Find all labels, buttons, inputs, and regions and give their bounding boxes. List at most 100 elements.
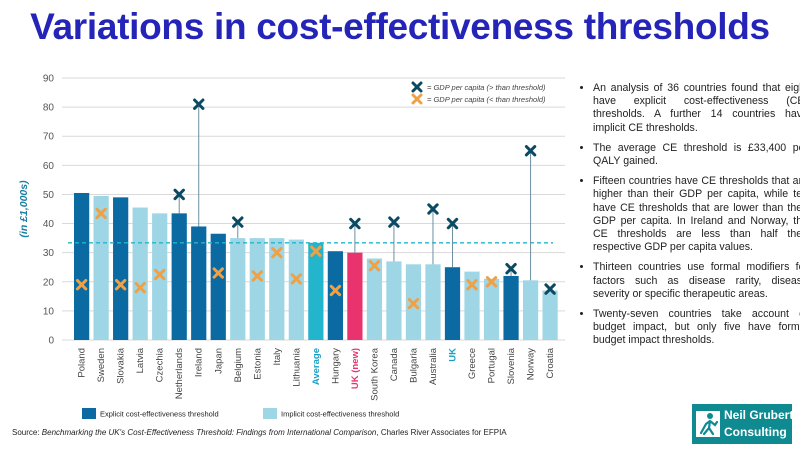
gdp-below-marker	[134, 281, 146, 294]
legend-implicit-text: Implicit cost-effectiveness threshold	[281, 410, 399, 419]
source-prefix: Source:	[12, 428, 42, 437]
gdp-below-marker	[75, 278, 88, 291]
gdp-above-marker-stroke-b	[193, 98, 205, 110]
gdp-below-marker-stroke-b	[329, 284, 342, 297]
x-label-poland: Poland	[77, 348, 88, 378]
gdp-above-marker-stroke-b	[427, 203, 439, 215]
gdp-below-marker-stroke-b	[368, 260, 381, 272]
bar-slovakia	[113, 197, 129, 340]
gdp-below-marker	[153, 268, 166, 281]
bar-uk-new-	[347, 252, 363, 340]
chart-bars	[74, 192, 558, 340]
gdp-above-marker-stroke-b	[505, 262, 517, 275]
gdp-below-marker	[114, 278, 127, 291]
y-tick-label: 50	[43, 190, 55, 201]
gdp-above-marker-stroke-b	[544, 283, 556, 295]
bar-portugal	[483, 278, 500, 340]
bar-slovenia	[503, 275, 519, 340]
bar-canada	[386, 261, 402, 340]
legend-explicit-text: Explicit cost-effectiveness threshold	[100, 410, 219, 419]
gdp-below-marker-stroke-b	[212, 267, 224, 279]
x-label-south-korea: South Korea	[369, 347, 380, 401]
gdp-below-marker	[251, 270, 263, 282]
y-tick-label: 70	[43, 132, 55, 143]
gdp-below-marker-stroke-b	[75, 278, 88, 291]
gdp-below-marker	[329, 284, 342, 297]
x-label-bulgaria: Bulgaria	[408, 347, 419, 383]
bar-belgium	[230, 238, 246, 340]
y-tick-label: 20	[43, 277, 55, 288]
gdp-below-marker-stroke-b	[251, 270, 263, 282]
bar-sweden	[93, 195, 109, 340]
x-label-czechia: Czechia	[155, 347, 166, 382]
bullet-item: Twenty-seven countries take account of b…	[593, 308, 800, 348]
x-label-canada: Canada	[389, 347, 400, 381]
logo-figure-icon	[696, 411, 720, 437]
bar-greece	[464, 271, 480, 340]
gdp-below-marker-stroke-b	[290, 273, 303, 285]
legend-above-icon-stroke-b	[411, 81, 423, 93]
gdp-below-marker	[368, 260, 381, 272]
x-label-sweden: Sweden	[96, 348, 107, 382]
y-tick-label: 40	[43, 219, 55, 230]
y-axis-label: (in £1,000s)	[18, 180, 30, 238]
x-label-portugal: Portugal	[487, 348, 498, 383]
legend-implicit-swatch	[263, 408, 277, 419]
bar-japan	[210, 233, 226, 340]
source-note: Source: Benchmarking the UK's Cost-Effec…	[12, 428, 507, 437]
y-tick-label: 80	[43, 103, 55, 114]
gdp-below-marker-stroke-b	[271, 246, 283, 259]
x-label-average: Average	[311, 348, 322, 385]
gdp-below-marker-stroke-b	[407, 297, 420, 310]
x-label-estonia: Estonia	[252, 347, 263, 379]
x-label-slovenia: Slovenia	[506, 347, 517, 384]
gdp-above-marker-stroke-b	[524, 145, 537, 157]
gdp-above-marker	[524, 145, 537, 157]
gdp-above-marker	[427, 203, 439, 215]
gdp-connectors	[178, 104, 551, 291]
gdp-below-marker	[407, 297, 420, 310]
gdp-below-marker	[271, 246, 283, 259]
bar-estonia	[249, 238, 265, 340]
x-label-greece: Greece	[467, 348, 478, 379]
y-tick-label: 60	[43, 161, 55, 172]
bar-poland	[74, 192, 90, 340]
y-tick-label: 10	[43, 306, 55, 317]
gdp-below-marker	[212, 267, 224, 279]
legend-below-text: = GDP per capita (< than threshold)	[427, 95, 546, 104]
gdp-below-marker-stroke-b	[114, 278, 127, 291]
gdp-markers	[75, 98, 556, 310]
bar-australia	[425, 264, 441, 340]
gdp-below-marker-stroke-b	[153, 268, 166, 281]
gdp-below-marker-stroke-b	[95, 207, 107, 220]
x-label-uk-new-: UK (new)	[350, 348, 361, 389]
x-label-hungary: Hungary	[330, 348, 341, 384]
gdp-below-marker	[310, 245, 322, 257]
bullet-item: An analysis of 36 countries found that e…	[593, 82, 800, 135]
source-title: Benchmarking the UK's Cost-Effectiveness…	[41, 428, 377, 437]
x-label-australia: Australia	[428, 347, 439, 385]
x-label-ireland: Ireland	[194, 348, 205, 377]
legend-above-icon	[411, 81, 423, 93]
bar-czechia	[152, 213, 168, 340]
gdp-above-marker	[232, 216, 244, 228]
x-axis-labels: Poland Sweden Slovakia Latvia Czechia Netherl…	[77, 347, 556, 401]
gdp-below-marker	[290, 273, 303, 285]
x-label-latvia: Latvia	[135, 347, 146, 373]
gdp-below-marker	[466, 278, 478, 291]
x-label-slovakia: Slovakia	[116, 347, 127, 384]
legend-below-icon-stroke-b	[411, 93, 423, 105]
x-label-uk: UK	[447, 348, 458, 362]
bar-south-korea	[366, 258, 383, 340]
chart-legend: = GDP per capita (> than threshold) = GDP…	[82, 81, 546, 419]
bar-italy	[269, 238, 285, 340]
bar-lithuania	[288, 239, 304, 340]
gdp-above-marker-stroke-b	[232, 216, 244, 228]
page-title: Variations in cost-effectiveness thresho…	[30, 6, 770, 47]
gdp-below-marker-stroke-b	[485, 276, 498, 288]
y-tick-label: 0	[48, 336, 54, 347]
logo-line1: Neil Grubert	[724, 408, 794, 422]
bar-croatia	[542, 290, 558, 340]
gdp-above-marker	[173, 188, 185, 201]
bar-ireland	[191, 226, 207, 340]
